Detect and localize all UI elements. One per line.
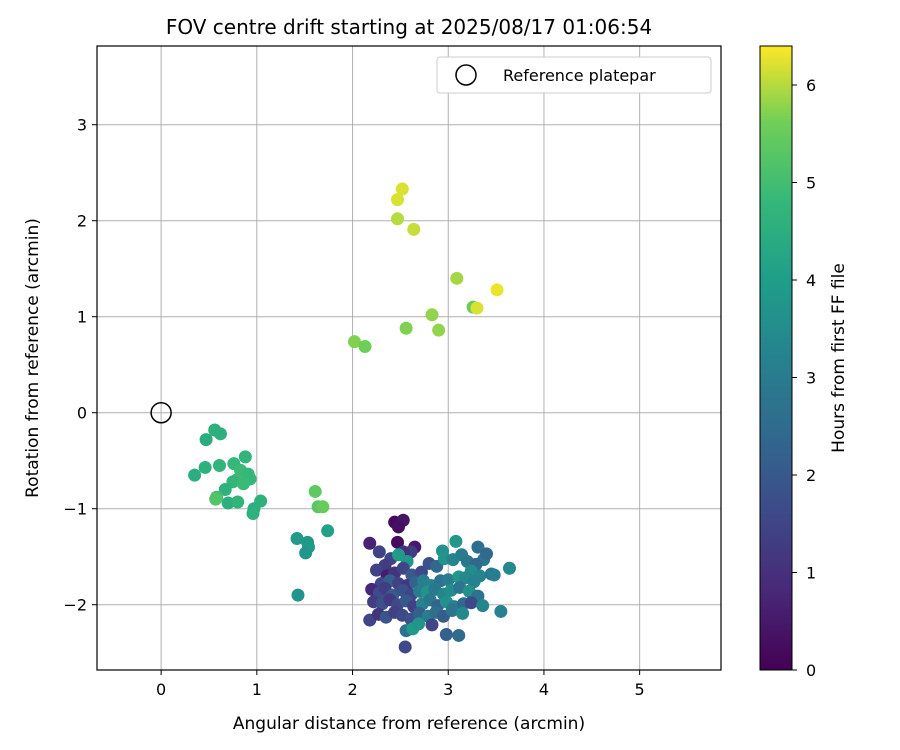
scatter-point bbox=[450, 271, 464, 285]
colorbar-tick-label: 6 bbox=[806, 76, 816, 95]
x-tick-label: 0 bbox=[156, 680, 166, 699]
scatter-point bbox=[494, 604, 508, 618]
x-tick-label: 3 bbox=[443, 680, 453, 699]
scatter-point bbox=[391, 535, 405, 549]
scatter-point bbox=[502, 561, 516, 575]
scatter-point bbox=[476, 599, 490, 613]
colorbar-tick-label: 1 bbox=[806, 564, 816, 583]
colorbar-tick-label: 2 bbox=[806, 466, 816, 485]
y-tick-label: −2 bbox=[63, 596, 87, 615]
legend: Reference platepar bbox=[436, 56, 712, 94]
scatter-point bbox=[231, 495, 245, 509]
colorbar-ticks: 0 1 2 3 4 5 6 bbox=[792, 76, 816, 680]
scatter-point bbox=[218, 483, 232, 497]
legend-label-reference: Reference platepar bbox=[503, 66, 656, 85]
x-tick-label: 4 bbox=[539, 680, 549, 699]
scatter-point bbox=[372, 545, 386, 559]
x-tick-label: 1 bbox=[252, 680, 262, 699]
plot-frame bbox=[96, 45, 722, 671]
scatter-point bbox=[432, 323, 446, 337]
y-tick-label: −1 bbox=[63, 500, 87, 519]
scatter-point bbox=[246, 507, 260, 521]
scatter-point bbox=[308, 484, 322, 498]
legend-box bbox=[436, 56, 712, 94]
scatter-point bbox=[467, 575, 481, 589]
scatter-point bbox=[290, 531, 304, 545]
y-axis-title: Rotation from reference (arcmin) bbox=[23, 218, 43, 498]
scatter-point bbox=[464, 596, 478, 610]
gridlines bbox=[97, 46, 721, 670]
scatter-point bbox=[407, 222, 421, 236]
scatter-point bbox=[480, 547, 494, 561]
scatter-point bbox=[321, 524, 335, 538]
x-tick-label: 5 bbox=[635, 680, 645, 699]
scatter-point bbox=[188, 468, 202, 482]
y-tick-label: 2 bbox=[77, 212, 87, 231]
x-tick-label: 2 bbox=[347, 680, 357, 699]
reference-marker-group bbox=[150, 401, 172, 424]
scatter-point bbox=[213, 459, 227, 473]
colorbar-tick-label: 5 bbox=[806, 174, 816, 193]
scatter-point bbox=[238, 450, 252, 464]
scatter-point bbox=[198, 460, 212, 474]
scatter-point bbox=[452, 628, 466, 642]
scatter-point bbox=[221, 496, 235, 510]
y-tick-label: 1 bbox=[77, 308, 87, 327]
colorbar bbox=[759, 45, 793, 671]
reference-marker bbox=[150, 401, 172, 424]
scatter-point bbox=[441, 573, 455, 587]
scatter-point bbox=[487, 568, 501, 582]
scatter-point bbox=[213, 427, 227, 441]
scatter-point bbox=[209, 492, 223, 506]
scatter-point bbox=[456, 606, 470, 620]
scatter-point bbox=[412, 617, 426, 631]
legend-reference-marker bbox=[455, 64, 477, 86]
scatter-point bbox=[363, 536, 377, 550]
y-tick-label: 3 bbox=[77, 116, 87, 135]
scatter-point bbox=[369, 563, 383, 577]
colorbar-tick-label: 0 bbox=[806, 661, 816, 680]
scatter-point bbox=[445, 603, 459, 617]
scatter-points bbox=[188, 182, 516, 654]
scatter-point bbox=[236, 477, 250, 491]
scatter-point bbox=[391, 193, 405, 207]
scatter-point bbox=[395, 182, 409, 196]
scatter-point bbox=[425, 308, 439, 322]
scatter-point bbox=[291, 588, 305, 602]
x-axis-title: Angular distance from reference (arcmin) bbox=[233, 714, 585, 734]
scatter-point bbox=[399, 321, 413, 335]
scatter-point bbox=[425, 618, 439, 632]
scatter-point bbox=[391, 212, 405, 226]
scatter-point bbox=[398, 640, 412, 654]
colorbar-label: Hours from first FF file bbox=[829, 263, 849, 453]
scatter-point bbox=[347, 335, 361, 349]
scatter-point bbox=[470, 301, 484, 315]
chart-title: FOV centre drift starting at 2025/08/17 … bbox=[166, 15, 652, 39]
colorbar-tick-label: 3 bbox=[806, 369, 816, 388]
scatter-point bbox=[358, 339, 372, 353]
scatter-point bbox=[449, 534, 463, 548]
scatter-point bbox=[490, 283, 504, 297]
scatter-point bbox=[199, 433, 213, 447]
colorbar-tick-label: 4 bbox=[806, 271, 816, 290]
y-axis-ticks: −2 −1 0 1 2 3 bbox=[63, 116, 97, 615]
y-tick-label: 0 bbox=[77, 404, 87, 423]
scatter-point bbox=[316, 500, 330, 514]
x-axis-ticks: 0 1 2 3 4 5 bbox=[156, 670, 645, 699]
scatter-point bbox=[391, 520, 405, 534]
scatter-point bbox=[299, 546, 313, 560]
scatter-point bbox=[439, 627, 453, 641]
